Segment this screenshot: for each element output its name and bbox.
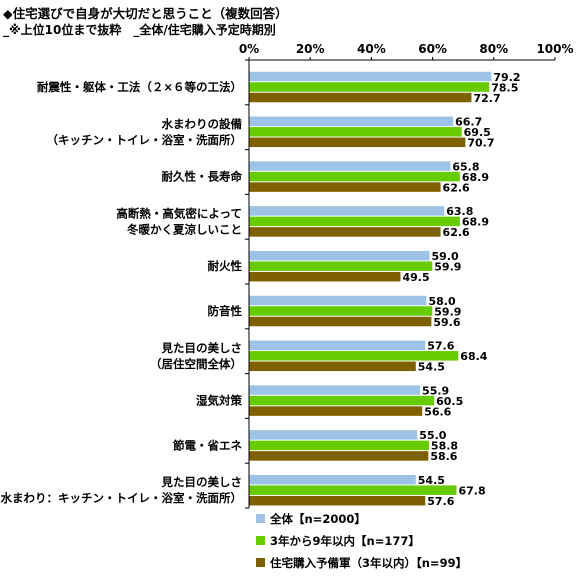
x-tick-label: 80% <box>479 42 508 56</box>
data-label: 63.8 <box>446 205 473 218</box>
data-label: 68.4 <box>460 350 487 363</box>
legend-label: 住宅購入予備軍（3年以内）【n=99】 <box>270 556 467 570</box>
bar <box>249 271 401 282</box>
bar <box>249 261 433 271</box>
x-tick-label: 100% <box>536 42 573 56</box>
category-label: 耐震性・躯体・工法（２×６等の工法） <box>37 80 242 94</box>
bar <box>249 92 472 103</box>
data-label: 72.7 <box>473 92 500 105</box>
data-label: 58.6 <box>430 450 457 463</box>
x-tick-label: 20% <box>296 42 325 56</box>
bar <box>249 451 429 461</box>
bar <box>249 227 441 237</box>
category-label: （居住空間全体） <box>150 357 242 371</box>
bar <box>249 182 441 192</box>
x-tick-label: 40% <box>357 42 386 56</box>
data-label: 55.0 <box>419 429 446 442</box>
chart-title: ◆住宅選びで自身が大切だと思うこと（複数回答） <box>3 6 288 21</box>
data-label: 56.6 <box>424 405 451 418</box>
x-tick-label: 0% <box>239 42 259 56</box>
legend-swatch <box>256 514 265 523</box>
category-label: 高断熱・高気密によって <box>116 206 242 220</box>
data-label: 59.9 <box>434 260 461 273</box>
data-label: 78.5 <box>491 81 518 94</box>
bar <box>249 385 421 395</box>
bar <box>249 137 466 148</box>
bar <box>249 250 430 261</box>
data-label: 59.0 <box>432 250 459 263</box>
bar <box>249 495 426 506</box>
category-label: 冬暖かく夏涼しいこと <box>127 222 242 236</box>
data-label: 68.9 <box>462 216 489 229</box>
bar <box>249 440 429 451</box>
legend-swatch <box>256 558 265 567</box>
bar <box>249 340 426 351</box>
data-label: 54.5 <box>418 474 445 487</box>
bar <box>249 395 435 406</box>
bar <box>249 474 416 485</box>
category-label: （キッチン・トイレ・浴室・洗面所） <box>47 133 243 147</box>
category-label: 耐久性・長寿命 <box>162 170 243 184</box>
category-label: 節電・省エネ <box>172 438 242 452</box>
data-label: 79.2 <box>493 71 520 84</box>
bar <box>249 161 451 171</box>
legend-label: 3年から9年以内【n=177】 <box>270 534 420 548</box>
category-label: 耐火性 <box>208 259 243 273</box>
bar <box>249 206 445 216</box>
x-tick-label: 60% <box>418 42 447 56</box>
bar <box>249 406 423 416</box>
chart-subtitle: _※上位10位まで抜粋 _全体/住宅購入予定時期別 <box>3 23 276 37</box>
bar <box>249 316 432 327</box>
data-label: 65.8 <box>452 160 479 173</box>
data-label: 55.9 <box>422 384 449 397</box>
bar <box>249 351 459 361</box>
data-label: 67.8 <box>458 484 485 497</box>
bar <box>249 216 460 227</box>
category-label: 見た目の美しさ <box>161 341 243 355</box>
data-label: 62.6 <box>443 226 470 239</box>
data-label: 68.9 <box>462 171 489 184</box>
bar <box>249 306 433 316</box>
data-label: 58.8 <box>431 440 458 453</box>
data-label: 57.6 <box>427 495 454 508</box>
category-label: 湿気対策 <box>196 394 242 408</box>
data-label: 69.5 <box>464 126 491 139</box>
bar <box>249 295 427 306</box>
bar <box>249 430 418 440</box>
bar <box>249 116 454 127</box>
category-label: （水まわり：キッチン・トイレ・浴室・洗面所） <box>0 491 242 505</box>
data-label: 66.7 <box>455 116 482 129</box>
data-label: 62.6 <box>443 181 470 194</box>
data-label: 54.5 <box>418 361 445 374</box>
data-label: 59.6 <box>433 316 460 329</box>
category-label: 見た目の美しさ <box>161 475 243 489</box>
category-label: 防音性 <box>208 304 243 318</box>
bar <box>249 171 460 182</box>
data-label: 57.6 <box>427 340 454 353</box>
legend-swatch <box>256 536 265 545</box>
data-label: 60.5 <box>436 395 463 408</box>
bar <box>249 71 492 82</box>
data-label: 58.0 <box>428 295 455 308</box>
data-label: 49.5 <box>402 271 429 284</box>
data-label: 59.9 <box>434 305 461 318</box>
data-label: 70.7 <box>467 137 494 150</box>
category-label: 水まわりの設備 <box>162 117 243 131</box>
bar <box>249 485 457 495</box>
legend-label: 全体【n=2000】 <box>269 512 366 526</box>
bar <box>249 361 416 372</box>
bar <box>249 127 462 137</box>
bar <box>249 82 490 92</box>
